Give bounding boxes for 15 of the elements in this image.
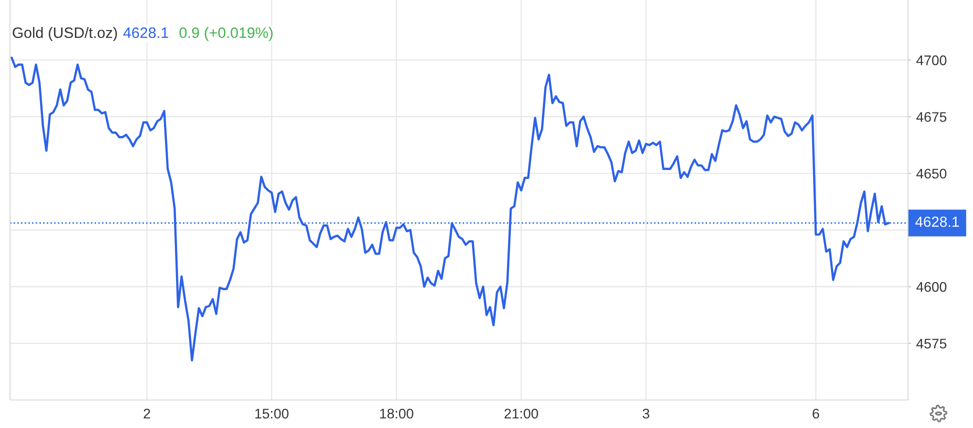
x-tick-label: 15:00 <box>255 408 289 419</box>
annotation: 0.9 (+0.019%) <box>179 27 273 41</box>
x-tick-label: 18:00 <box>380 408 414 419</box>
y-tick-label: 4575 <box>916 338 946 349</box>
x-tick-label: 3 <box>642 408 650 419</box>
ref-line-label: 4628.1 <box>915 216 959 227</box>
y-tick-label: 4700 <box>916 55 946 66</box>
annotation: 4628.1 <box>123 27 168 38</box>
x-tick-label: 6 <box>812 408 820 419</box>
x-tick-label: 21:00 <box>504 408 538 419</box>
text: Gold (USD/t.oz) <box>12 27 117 41</box>
x-tick-label: 2 <box>144 408 150 418</box>
y-tick-label: 4650 <box>916 168 946 179</box>
y-tick-label: 4675 <box>916 112 946 122</box>
y-tick-label: 4600 <box>916 282 946 292</box>
